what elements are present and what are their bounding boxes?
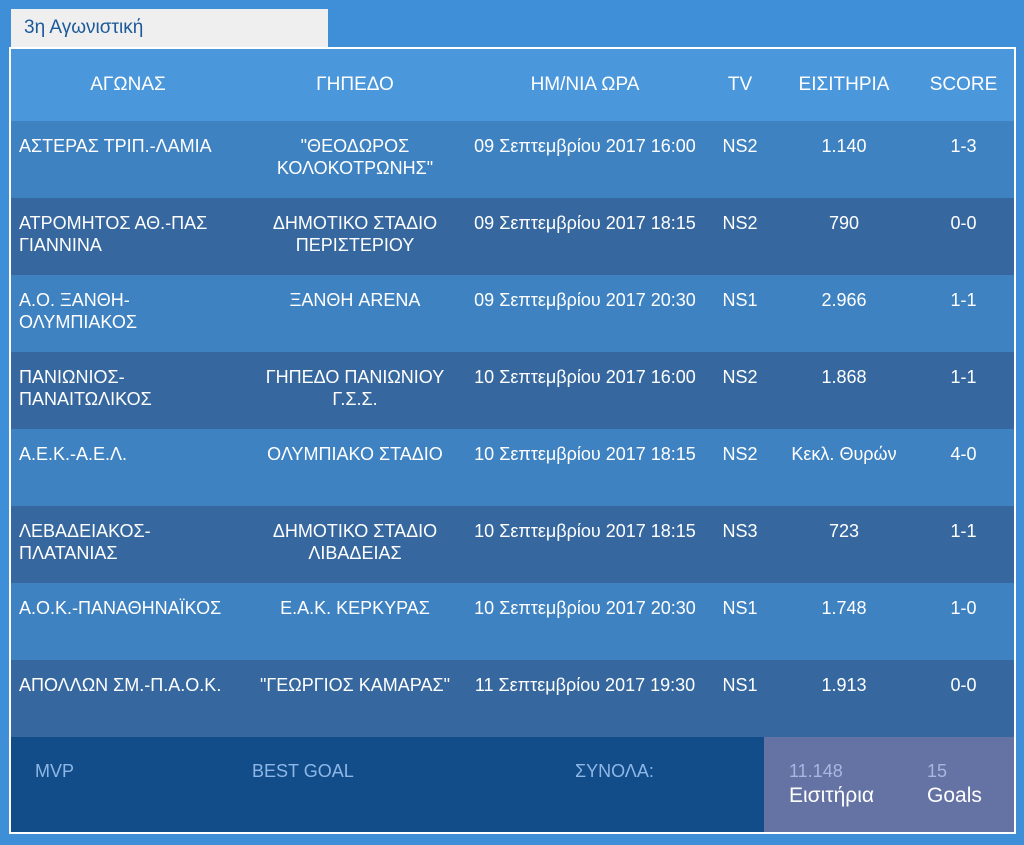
column-header-match: ΑΓΩΝΑΣ (90, 74, 166, 95)
column-header-score: SCORE (929, 74, 998, 95)
datetime-cell: 10 Σεπτεμβρίου 2017 18:15 (474, 444, 696, 464)
datetime-cell: 09 Σεπτεμβρίου 2017 20:30 (474, 290, 696, 310)
goals-total-unit: Goals (927, 784, 982, 807)
stadium-cell: ΟΛΥΜΠΙΑΚΟ ΣΤΑΔΙΟ (267, 444, 443, 464)
score-cell: 1-1 (950, 290, 977, 310)
column-header-tv: TV (727, 74, 753, 95)
round-tab-label: 3η Αγωνιστική (24, 17, 144, 38)
fixtures-table: ΑΓΩΝΑΣ ΓΗΠΕΔΟ ΗΜ/ΝΙΑ ΩΡΑ TV ΕΙΣΙΤΗΡΙΑ SC… (11, 49, 1014, 737)
tv-cell: NS3 (722, 521, 758, 541)
round-tab[interactable]: 3η Αγωνιστική (11, 9, 328, 47)
mvp-label: MVP (35, 761, 75, 781)
column-header-tickets: ΕΙΣΙΤΗΡΙΑ (798, 74, 890, 95)
score-cell: 1-1 (950, 367, 977, 387)
tv-cell: NS2 (722, 136, 758, 156)
table-row: ΑΣΤΕΡΑΣ ΤΡΙΠ.-ΛΑΜΙΑ "ΘΕΟΔΩΡΟΣ ΚΟΛΟΚΟΤΡΩΝ… (11, 121, 1014, 198)
table-row: Α.Ο. ΞΑΝΘΗ-ΟΛΥΜΠΙΑΚΟΣ ΞΑΝΘΗ ARENA 09 Σεπ… (11, 275, 1014, 352)
score-cell: 0-0 (950, 675, 977, 695)
column-header-datetime: ΗΜ/ΝΙΑ ΩΡΑ (530, 74, 640, 95)
tickets-total-unit: Εισιτήρια (789, 784, 875, 807)
tv-cell: NS1 (722, 598, 758, 618)
totals-footer: MVP BEST GOAL ΣΥΝΟΛΑ: 11.148 Εισιτήρια 1… (11, 737, 1014, 832)
tickets-cell: 723 (828, 521, 860, 541)
table-row: ΠΑΝΙΩΝΙΟΣ-ΠΑΝΑΙΤΩΛΙΚΟΣ ΓΗΠΕΔΟ ΠΑΝΙΩΝΙΟΥ … (11, 352, 1014, 429)
match-cell: Α.Ο. ΞΑΝΘΗ-ΟΛΥΜΠΙΑΚΟΣ (19, 290, 137, 332)
datetime-cell: 10 Σεπτεμβρίου 2017 18:15 (474, 521, 696, 541)
match-cell: ΛΕΒΑΔΕΙΑΚΟΣ-ΠΛΑΤΑΝΙΑΣ (19, 521, 151, 563)
tickets-cell: Κεκλ. Θυρών (791, 444, 897, 464)
column-header-stadium: ΓΗΠΕΔΟ (316, 74, 394, 95)
datetime-cell: 10 Σεπτεμβρίου 2017 16:00 (474, 367, 696, 387)
totals-box: 11.148 Εισιτήρια 15 Goals (764, 737, 1014, 832)
table-row: Α.Ε.Κ.-Α.Ε.Λ. ΟΛΥΜΠΙΑΚΟ ΣΤΑΔΙΟ 10 Σεπτεμ… (11, 429, 1014, 506)
tickets-total: 11.148 (789, 761, 843, 781)
score-cell: 1-0 (950, 598, 977, 618)
table-row: ΑΠΟΛΛΩΝ ΣΜ.-Π.Α.Ο.Κ. "ΓΕΩΡΓΙΟΣ ΚΑΜΑΡΑΣ" … (11, 660, 1014, 737)
score-cell: 1-3 (950, 136, 977, 156)
fixtures-panel: ΑΓΩΝΑΣ ΓΗΠΕΔΟ ΗΜ/ΝΙΑ ΩΡΑ TV ΕΙΣΙΤΗΡΙΑ SC… (9, 47, 1016, 834)
stadium-cell: ΓΗΠΕΔΟ ΠΑΝΙΩΝΙΟΥ Γ.Σ.Σ. (265, 367, 445, 409)
score-cell: 0-0 (950, 213, 977, 233)
stadium-cell: ΞΑΝΘΗ ARENA (289, 290, 421, 310)
match-cell: Α.Ε.Κ.-Α.Ε.Λ. (19, 444, 128, 464)
tickets-cell: 1.868 (821, 367, 867, 387)
datetime-cell: 10 Σεπτεμβρίου 2017 20:30 (474, 598, 696, 618)
score-cell: 4-0 (950, 444, 977, 464)
tickets-cell: 1.748 (821, 598, 867, 618)
table-header-row: ΑΓΩΝΑΣ ΓΗΠΕΔΟ ΗΜ/ΝΙΑ ΩΡΑ TV ΕΙΣΙΤΗΡΙΑ SC… (11, 49, 1014, 121)
tv-cell: NS1 (722, 675, 758, 695)
tickets-cell: 2.966 (821, 290, 867, 310)
tv-cell: NS2 (722, 367, 758, 387)
match-cell: ΑΣΤΕΡΑΣ ΤΡΙΠ.-ΛΑΜΙΑ (19, 136, 212, 156)
table-row: ΛΕΒΑΔΕΙΑΚΟΣ-ΠΛΑΤΑΝΙΑΣ ΔΗΜΟΤΙΚΟ ΣΤΑΔΙΟ ΛΙ… (11, 506, 1014, 583)
tv-cell: NS2 (722, 213, 758, 233)
tickets-cell: 1.140 (821, 136, 867, 156)
tv-cell: NS1 (722, 290, 758, 310)
datetime-cell: 09 Σεπτεμβρίου 2017 18:15 (474, 213, 696, 233)
match-cell: Α.Ο.Κ.-ΠΑΝΑΘΗΝΑΪΚΟΣ (19, 598, 222, 618)
totals-label: ΣΥΝΟΛΑ: (575, 761, 654, 781)
match-cell: ΑΠΟΛΛΩΝ ΣΜ.-Π.Α.Ο.Κ. (19, 675, 222, 695)
best-goal-label: BEST GOAL (252, 761, 354, 781)
match-cell: ΠΑΝΙΩΝΙΟΣ-ΠΑΝΑΙΤΩΛΙΚΟΣ (19, 367, 152, 409)
tv-cell: NS2 (722, 444, 758, 464)
goals-total: 15 (927, 761, 948, 781)
datetime-cell: 09 Σεπτεμβρίου 2017 16:00 (474, 136, 696, 156)
stadium-cell: "ΘΕΟΔΩΡΟΣ ΚΟΛΟΚΟΤΡΩΝΗΣ" (276, 136, 434, 178)
match-cell: ΑΤΡΟΜΗΤΟΣ ΑΘ.-ΠΑΣ ΓΙΑΝΝΙΝΑ (19, 213, 208, 255)
datetime-cell: 11 Σεπτεμβρίου 2017 19:30 (474, 675, 696, 695)
stadium-cell: "ΓΕΩΡΓΙΟΣ ΚΑΜΑΡΑΣ" (259, 675, 451, 695)
tickets-cell: 790 (828, 213, 860, 233)
tickets-cell: 1.913 (821, 675, 867, 695)
table-row: Α.Ο.Κ.-ΠΑΝΑΘΗΝΑΪΚΟΣ Ε.Α.Κ. ΚΕΡΚΥΡΑΣ 10 Σ… (11, 583, 1014, 660)
stadium-cell: Ε.Α.Κ. ΚΕΡΚΥΡΑΣ (280, 598, 430, 618)
stadium-cell: ΔΗΜΟΤΙΚΟ ΣΤΑΔΙΟ ΠΕΡΙΣΤΕΡΙΟΥ (272, 213, 438, 255)
stadium-cell: ΔΗΜΟΤΙΚΟ ΣΤΑΔΙΟ ΛΙΒΑΔΕΙΑΣ (272, 521, 438, 563)
score-cell: 1-1 (950, 521, 977, 541)
table-row: ΑΤΡΟΜΗΤΟΣ ΑΘ.-ΠΑΣ ΓΙΑΝΝΙΝΑ ΔΗΜΟΤΙΚΟ ΣΤΑΔ… (11, 198, 1014, 275)
